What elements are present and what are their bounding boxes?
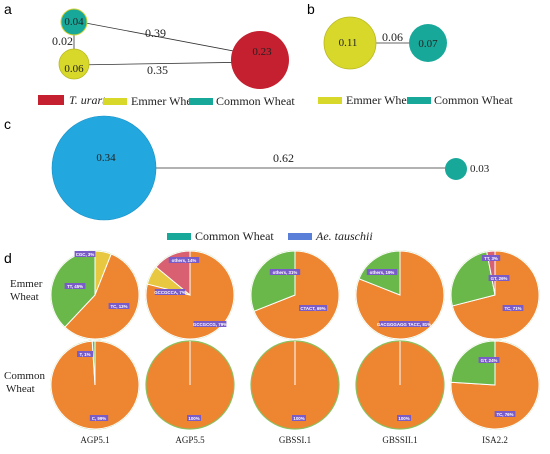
pie-grid: CGC, 3% TT, 45% TC, 13% others, 14% GCCGCCA,… xyxy=(50,250,540,430)
pie-slice-0-1-0 xyxy=(145,250,235,340)
edge-emmer-urartu xyxy=(74,61,261,66)
edge-common-urartu xyxy=(74,20,261,57)
node-c-small-value: 0.03 xyxy=(470,163,490,175)
node-a-common xyxy=(60,8,88,36)
edge-label-common-emmer: 0.02 xyxy=(52,34,73,48)
legend-b-emmer-swatch xyxy=(318,97,342,104)
pie-label-1-2-0: 100% xyxy=(293,416,304,421)
panel-d-label: d xyxy=(4,250,12,266)
pie-label-0-2-1: CTACT, 69% xyxy=(300,306,325,311)
pie-label-0-4-1: GT, 26% xyxy=(491,276,508,281)
gene-label-agp55: AGP5.5 xyxy=(175,435,205,445)
pie-label-box-1-4-0 xyxy=(478,357,500,363)
legend-b-emmer-label: Emmer Wheat xyxy=(346,93,416,107)
node-b-emmer-value: 0.11 xyxy=(339,37,358,49)
pie-label-box-0-3-1 xyxy=(379,321,429,327)
pie-label-0-4-2: TC, 71% xyxy=(504,306,521,311)
pie-label-box-0-4-0 xyxy=(481,255,501,261)
node-b-emmer xyxy=(323,16,377,70)
pie-label-box-0-4-1 xyxy=(488,275,510,281)
panel-a-label: a xyxy=(4,1,12,17)
pie-slice-0-4-2 xyxy=(486,250,496,296)
pie-label-0-1-2: GCCGCCG, 79% xyxy=(193,322,227,327)
legend-c-common-label: Common Wheat xyxy=(195,229,274,243)
row-label-common-line1: Common xyxy=(4,370,45,382)
node-a-urartu-value: 0.23 xyxy=(252,46,272,58)
legend-a-urartu-swatch xyxy=(38,95,64,105)
legend-c-tauschii-swatch xyxy=(288,233,312,240)
pie-label-box-1-4-1 xyxy=(494,411,516,417)
pie-label-box-0-4-2 xyxy=(502,305,524,311)
legend-a-emmer-label: Emmer Wheat xyxy=(131,94,201,108)
pie-label-box-1-3-0 xyxy=(397,415,411,421)
pie-label-0-4-0: TT, 3% xyxy=(484,256,498,261)
pie-label-0-3-0: others, 19% xyxy=(370,270,395,275)
pie-label-0-0-2: TC, 13% xyxy=(110,304,127,309)
pie-slice-0-2-0 xyxy=(253,250,340,340)
pie-slice-1-4-1 xyxy=(450,340,496,386)
node-a-emmer xyxy=(58,48,90,80)
pie-label-1-4-1: TC, 76% xyxy=(496,412,513,417)
pie-label-0-3-1: GACGGGAGG TACC, 81% xyxy=(377,322,431,327)
pie-label-box-1-0-1 xyxy=(89,415,109,421)
node-a-emmer-value: 0.06 xyxy=(64,63,84,75)
pie-label-box-0-1-0 xyxy=(168,257,200,263)
legend-a-emmer-swatch xyxy=(103,98,127,105)
node-c-small xyxy=(445,158,467,180)
pie-label-box-1-1-0 xyxy=(187,415,201,421)
pie-label-0-0-0: CGC, 3% xyxy=(76,252,95,257)
pie-label-box-0-1-1 xyxy=(154,289,186,295)
pie-label-1-1-0: 100% xyxy=(188,416,199,421)
legend-b-common-swatch xyxy=(407,97,431,104)
row-label-emmer-line1: Emmer xyxy=(10,278,43,290)
edge-label-emmer-urartu: 0.35 xyxy=(147,63,168,77)
legend-a-common-label: Common Wheat xyxy=(216,94,295,108)
gene-label-isa22: ISA2.2 xyxy=(482,435,508,445)
node-a-urartu xyxy=(231,31,289,89)
row-label-emmer-line2: Wheat xyxy=(10,291,39,303)
pie-label-box-1-0-0 xyxy=(77,351,93,357)
pie-label-0-2-0: others, 31% xyxy=(273,270,298,275)
gene-label-gbssi1: GBSSI.1 xyxy=(279,435,311,445)
gene-label-agp51: AGP5.1 xyxy=(80,435,109,445)
node-b-common-value: 0.07 xyxy=(418,38,438,50)
pie-label-0-1-1: GCCGCCA, 7% xyxy=(154,290,186,295)
pie-label-1-3-0: 100% xyxy=(398,416,409,421)
legend-c-common-swatch xyxy=(167,233,191,240)
pie-label-box-0-2-0 xyxy=(269,269,301,275)
pie-label-box-0-2-1 xyxy=(299,305,327,311)
pie-slice-0-2-1 xyxy=(250,250,296,312)
legend-a-urartu-label: T. urartu xyxy=(69,93,111,107)
pie-label-box-0-0-1 xyxy=(64,283,86,289)
edge-label-common-urartu: 0.39 xyxy=(145,26,166,40)
node-a-common-value: 0.04 xyxy=(64,16,84,28)
pie-label-0-0-1: TT, 45% xyxy=(67,284,83,289)
edge-label-b: 0.06 xyxy=(382,30,403,44)
node-c-big-value: 0.34 xyxy=(96,152,116,164)
legend-c-tauschii-label: Ae. tauschii xyxy=(315,229,373,243)
pie-slice-0-3-0 xyxy=(355,250,445,340)
pie-label-1-4-0: GT, 24% xyxy=(481,358,498,363)
legend-b-common-label: Common Wheat xyxy=(434,93,513,107)
pie-slice-0-4-1 xyxy=(450,251,496,307)
pie-label-box-0-0-0 xyxy=(74,251,96,257)
pie-label-1-0-1: C, 99% xyxy=(92,416,106,421)
row-label-common-line2: Wheat xyxy=(6,383,35,395)
pie-slice-0-4-0 xyxy=(451,250,540,340)
node-b-common xyxy=(409,24,447,62)
legend-a-common-swatch xyxy=(189,98,213,105)
panel-b-label: b xyxy=(307,1,315,17)
gene-label-gbssii1: GBSSII.1 xyxy=(382,435,417,445)
pie-label-box-1-2-0 xyxy=(292,415,306,421)
node-c-big xyxy=(51,115,157,221)
pie-label-0-1-0: others, 14% xyxy=(172,258,197,263)
pie-label-box-0-1-2 xyxy=(193,321,227,327)
edge-label-c: 0.62 xyxy=(273,151,294,165)
pie-slice-0-0-1 xyxy=(64,253,140,340)
panel-c-label: c xyxy=(4,116,11,132)
pie-label-1-0-0: T, 1% xyxy=(80,352,91,357)
pie-label-box-0-3-0 xyxy=(366,269,398,275)
pie-label-box-0-0-2 xyxy=(108,303,130,309)
